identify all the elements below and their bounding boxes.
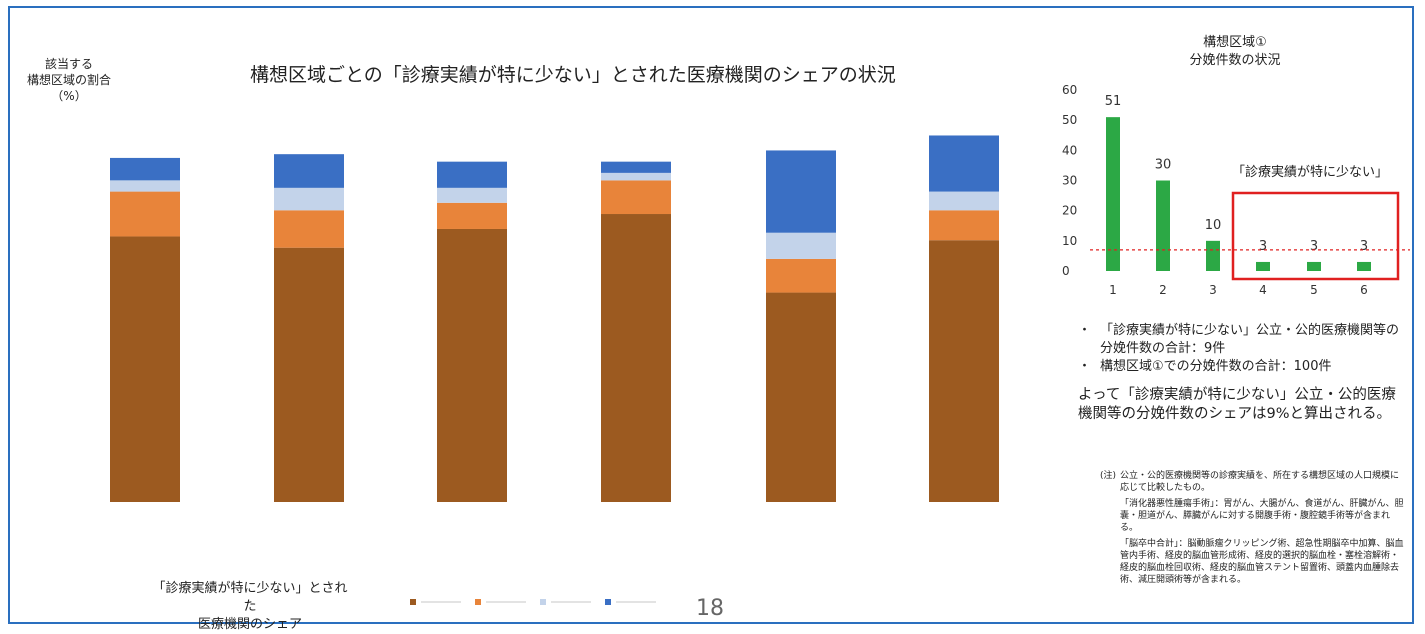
bar-segment [601, 172, 671, 181]
y-tick-label: 50 [1062, 113, 1077, 127]
data-label: 10 [1205, 218, 1222, 233]
page-number: 18 [696, 596, 724, 621]
bar [1307, 261, 1321, 271]
bar-segment [929, 191, 999, 211]
footnote-label: (注) [1100, 471, 1117, 481]
bar-segment [437, 187, 507, 203]
legend-swatch [475, 599, 481, 605]
conclusion-text: よって「診療実績が特に少ない」公立・公的医療機関等の分娩件数のシェアは9%と算出… [1078, 387, 1396, 422]
bar [1357, 261, 1371, 271]
bar-segment [766, 150, 836, 233]
legend-item [410, 599, 461, 605]
legend-title-line-1: 「診療実績が特に少ない」とされた [152, 581, 348, 614]
x-tick-label: 1 [1109, 283, 1117, 297]
y-tick-label: 20 [1062, 204, 1077, 218]
x-tick-label: 4 [1259, 283, 1267, 297]
legend-item [475, 599, 526, 605]
x-tick-label: 2 [1159, 283, 1167, 297]
highlight-box [1231, 191, 1400, 281]
bar-segment [110, 180, 180, 192]
x-tick-label: 6 [1360, 283, 1368, 297]
main-chart-title: 構想区域ごとの「診療実績が特に少ない」とされた医療機関のシェアの状況 [250, 64, 896, 86]
bar-segment [766, 232, 836, 259]
bar-stack [929, 135, 999, 502]
bar [1106, 117, 1120, 272]
stacked-bar-chart [110, 135, 999, 503]
footnote-paragraph: 「脳卒中合計」：脳動脈瘤クリッピング術、超急性期脳卒中加算、脳血管内手術、経皮的… [1120, 539, 1404, 585]
bar-segment [274, 210, 344, 248]
bar [1156, 180, 1170, 271]
y-tick-label: 30 [1062, 174, 1077, 188]
slide-frame [8, 6, 1414, 624]
legend-text-placeholder [421, 601, 461, 603]
bar-segment [929, 240, 999, 502]
data-label: 3 [1360, 239, 1368, 254]
bar-segment [766, 292, 836, 502]
footnote-paragraph: 「消化器悪性腫瘍手術」：胃がん、大腸がん、食道がん、肝臓がん、胆嚢・胆道がん、膵… [1120, 499, 1404, 533]
note-item: ・ 「診療実績が特に少ない」公立・公的医療機関等の分娩件数の合計：9件 [1078, 322, 1403, 358]
y-axis-label-line-3: （%） [51, 89, 87, 103]
calculation-notes: ・ 「診療実績が特に少ない」公立・公的医療機関等の分娩件数の合計：9件 ・ 構想… [1078, 322, 1403, 376]
sub-chart-title-line-2: 分娩件数の状況 [1189, 53, 1281, 68]
bar-stack [110, 157, 180, 502]
legend-title: 「診療実績が特に少ない」とされた 医療機関のシェア [150, 580, 350, 634]
legend-text-placeholder [616, 601, 656, 603]
bar-segment [274, 247, 344, 502]
bar-stack [601, 161, 671, 502]
bar-stack [766, 150, 836, 502]
y-tick-label: 0 [1062, 264, 1070, 278]
bar-segment [601, 214, 671, 502]
bar-segment [437, 228, 507, 503]
footnote-body: 公立・公的医療機関等の診療実績を、所在する構想区域の人口規模に応じて比較したもの… [1120, 470, 1405, 586]
highlight-label: 「診療実績が特に少ない」 [1232, 164, 1388, 180]
data-label: 3 [1310, 239, 1318, 254]
bar-segment [274, 154, 344, 188]
bar-segment [601, 161, 671, 173]
bar-segment [274, 187, 344, 211]
data-label: 30 [1155, 158, 1172, 173]
bar-segment [110, 191, 180, 237]
legend-swatch [410, 599, 416, 605]
y-axis-label-line-2: 構想区域の割合 [26, 73, 111, 87]
note-bullet: ・ [1078, 323, 1092, 338]
bar-stack [274, 154, 344, 502]
legend-swatch [605, 599, 611, 605]
footnote: (注) 公立・公的医療機関等の診療実績を、所在する構想区域の人口規模に応じて比較… [1100, 470, 1405, 590]
bar-segment [929, 210, 999, 241]
data-label: 3 [1259, 239, 1267, 254]
bar-segment [110, 236, 180, 502]
y-tick-label: 10 [1062, 234, 1077, 248]
y-tick-label: 60 [1062, 83, 1077, 97]
bar-segment [110, 157, 180, 181]
bar-stack [437, 161, 507, 503]
x-tick-label: 5 [1310, 283, 1318, 297]
note-bullet: ・ [1078, 359, 1092, 374]
sub-chart-title: 構想区域① 分娩件数の状況 [1130, 34, 1340, 70]
x-tick-label: 3 [1209, 283, 1217, 297]
y-tick-label: 40 [1062, 143, 1077, 157]
y-axis-label-line-1: 該当する [44, 57, 93, 71]
legend-item [540, 599, 591, 605]
note-text: 構想区域①での分娩件数の合計：100件 [1100, 359, 1332, 374]
note-item: ・ 構想区域①での分娩件数の合計：100件 [1078, 358, 1403, 376]
legend-title-line-2: 医療機関のシェア [197, 617, 302, 632]
bar-segment [437, 161, 507, 188]
delivery-count-bar-chart: 60 50 40 30 20 10 0 「診療実績が特に少ない」 51 1 30 2 10 3 3 4 3 5 3 6 [1062, 83, 1410, 297]
legend [410, 590, 670, 609]
footnote-paragraph: 公立・公的医療機関等の診療実績を、所在する構想区域の人口規模に応じて比較したもの… [1120, 471, 1400, 493]
legend-swatch [540, 599, 546, 605]
bar-segment [437, 202, 507, 229]
bar-segment [766, 258, 836, 293]
legend-text-placeholder [551, 601, 591, 603]
bar [1206, 240, 1220, 271]
bar [1256, 261, 1270, 271]
legend-text-placeholder [486, 601, 526, 603]
sub-chart-title-line-1: 構想区域① [1203, 35, 1267, 50]
note-text: 「診療実績が特に少ない」公立・公的医療機関等の分娩件数の合計：9件 [1100, 323, 1400, 356]
bar-segment [601, 180, 671, 215]
legend-item [605, 599, 656, 605]
bar-segment [929, 135, 999, 192]
data-label: 51 [1105, 94, 1122, 109]
y-axis-label: 該当する 構想区域の割合 （%） [24, 56, 114, 104]
